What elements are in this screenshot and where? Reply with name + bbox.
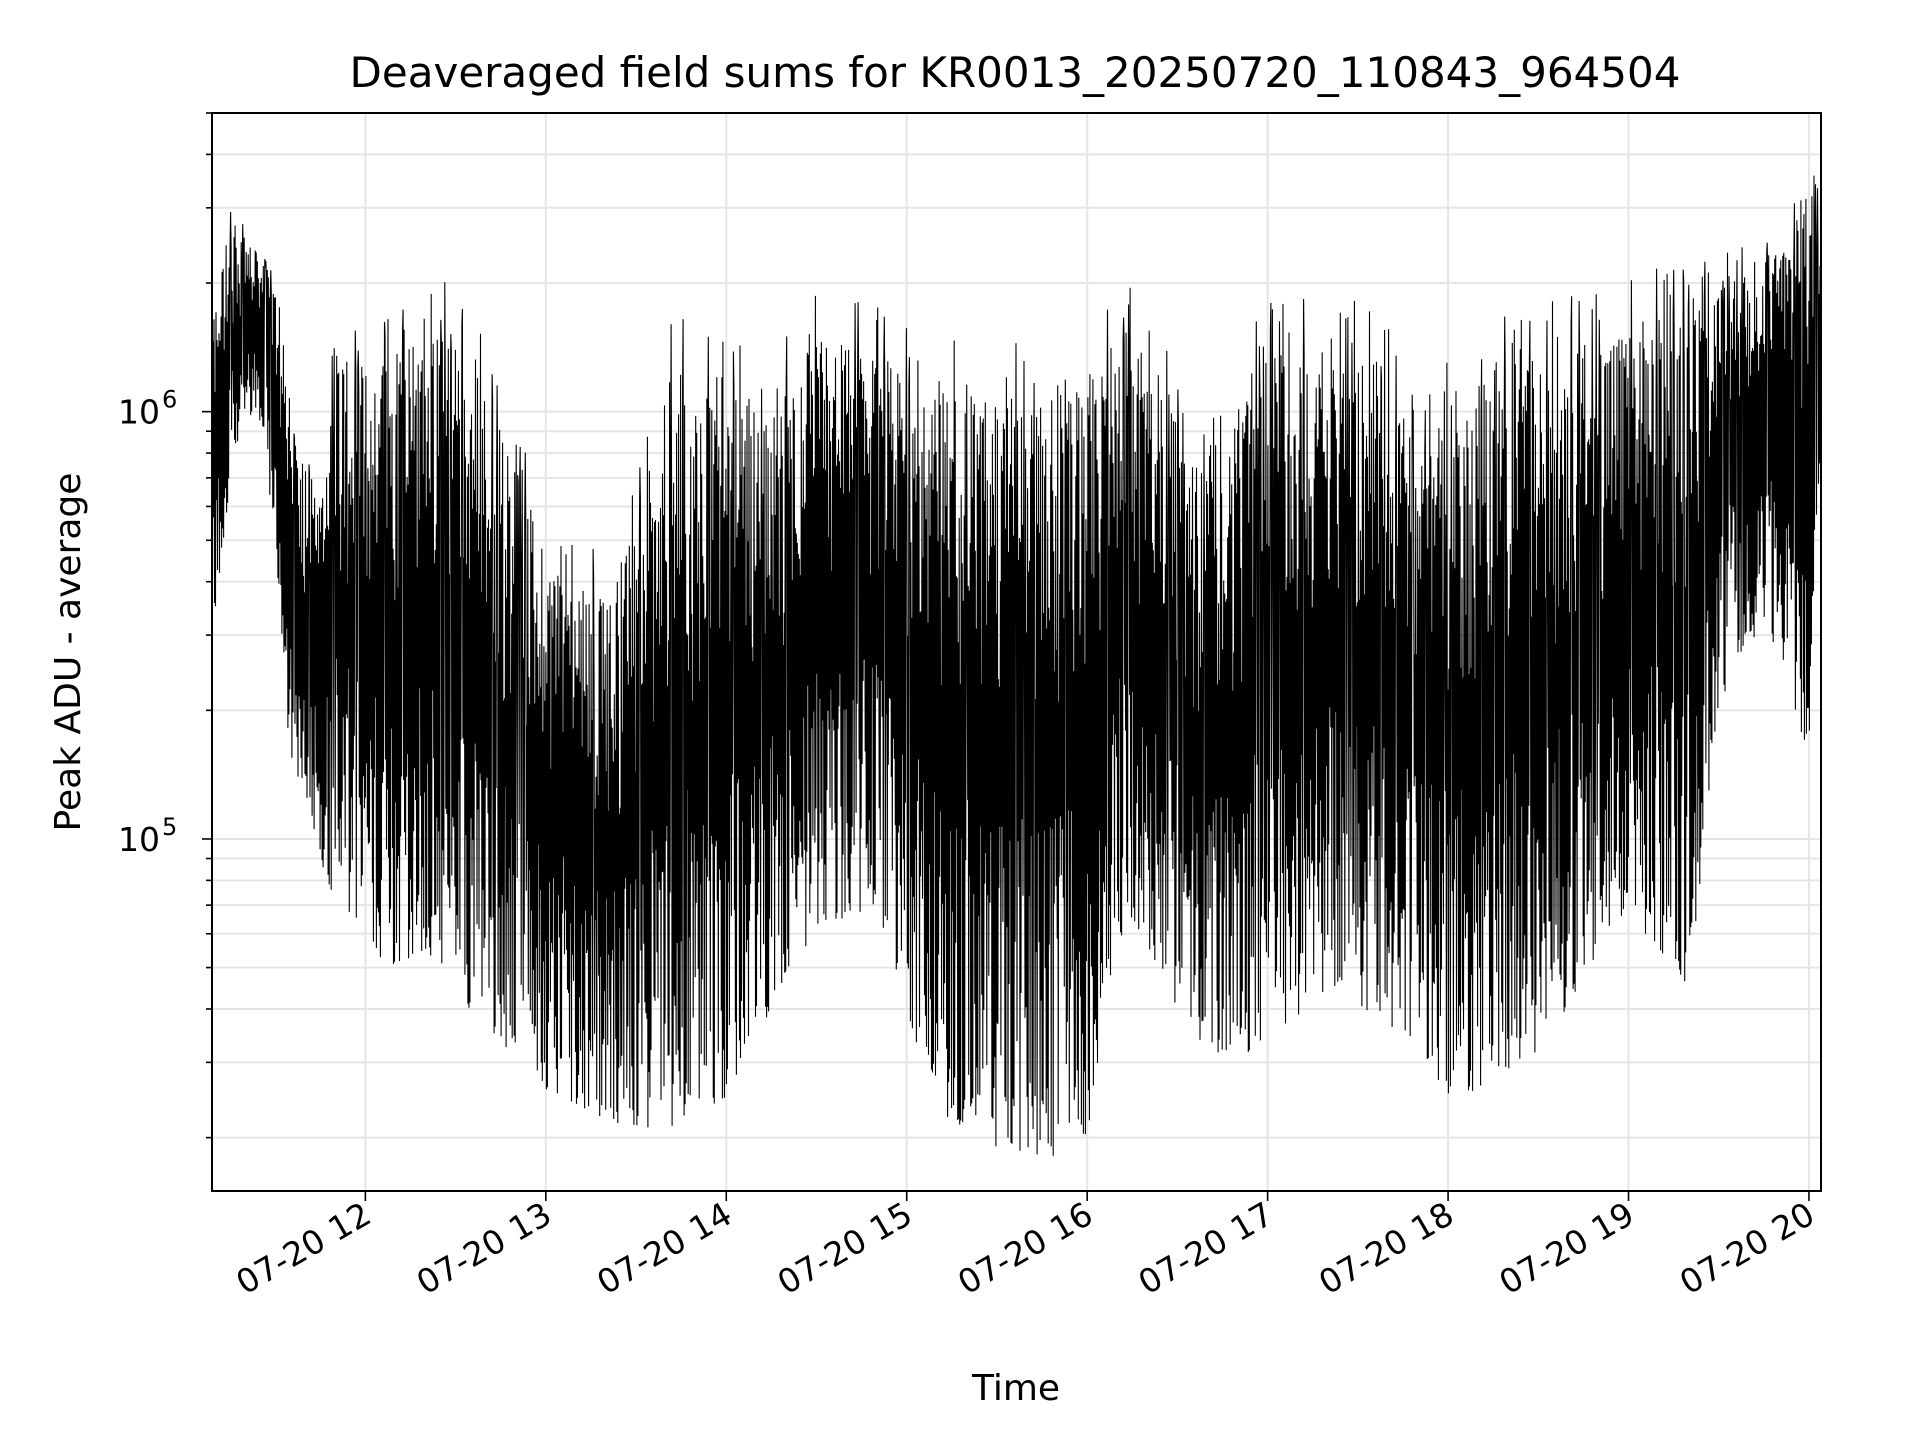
plot-area-frame	[211, 112, 1822, 1192]
y-tick-label-exponent: 5	[162, 813, 177, 841]
series-line	[211, 175, 1822, 1156]
y-tick-label-exponent: 6	[162, 386, 177, 414]
x-axis-label: Time	[971, 1368, 1060, 1409]
y-tick-label: 10	[118, 393, 160, 432]
y-tick-label: 10	[118, 820, 160, 859]
data-series	[211, 175, 1822, 1156]
y-axis-label: Peak ADU - average	[48, 473, 89, 832]
chart-title: Deaveraged field sums for KR0013_2025072…	[350, 48, 1681, 97]
